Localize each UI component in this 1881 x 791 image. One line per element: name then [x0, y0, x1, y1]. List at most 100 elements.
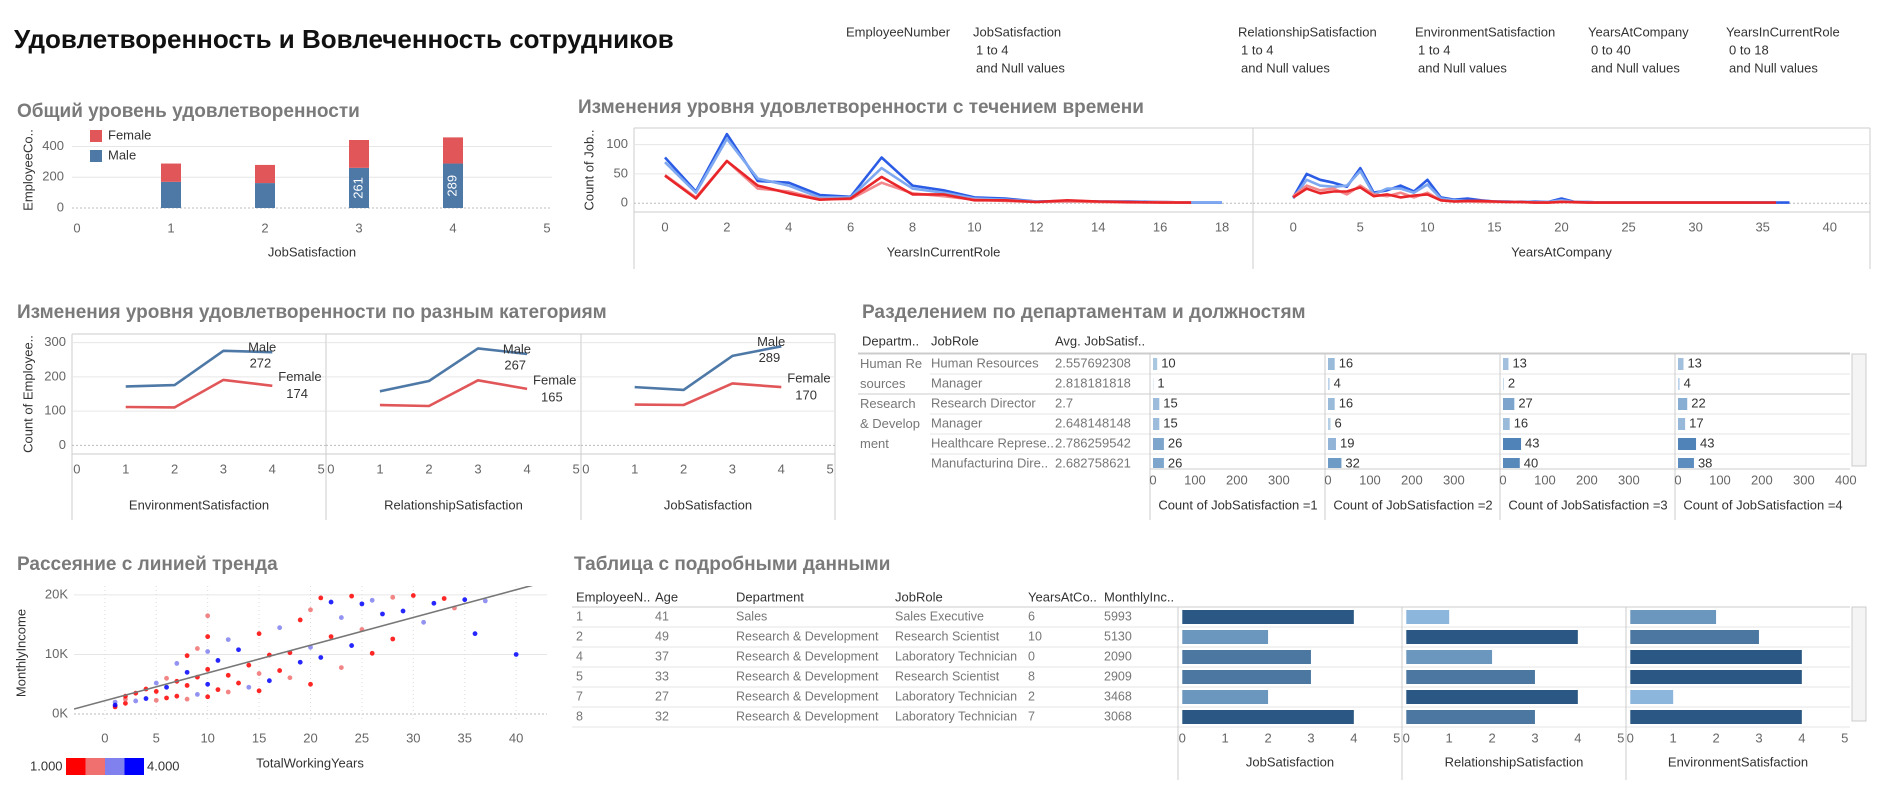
x-axis-label: RelationshipSatisfaction	[384, 497, 523, 512]
scrollbar[interactable]	[1851, 353, 1867, 467]
line	[379, 379, 528, 408]
bar-label: 289	[444, 175, 459, 197]
bar	[1630, 670, 1802, 684]
point	[256, 671, 262, 676]
point	[349, 643, 355, 648]
y-tick-label: 20K	[45, 586, 68, 601]
x-tick-label: 3	[729, 461, 736, 476]
table-body: Human Resources Human Resources 2.55769230…	[858, 353, 1850, 470]
bar	[1153, 358, 1158, 370]
point	[205, 634, 211, 640]
x-tick-label: 0	[327, 461, 334, 476]
end-label-name: Female	[278, 369, 321, 384]
x-tick-label: 4	[523, 461, 530, 476]
y-tick-label: 50	[614, 165, 628, 180]
bar-label: 26	[1168, 435, 1182, 450]
point	[256, 688, 262, 694]
x-tick-label: 2	[680, 461, 687, 476]
column-axis-label: Count of JobSatisfaction =1	[1158, 497, 1317, 512]
cell: 2	[1028, 689, 1035, 703]
point	[225, 637, 231, 642]
end-label-value: 289	[759, 350, 781, 365]
x-tick-label: 4	[1350, 730, 1357, 745]
x-tick-label: 25	[1621, 219, 1635, 234]
color-legend-swatch	[105, 758, 125, 775]
point	[349, 593, 355, 599]
x-tick-label: 0	[1290, 219, 1297, 234]
x-tick-label: 5	[543, 220, 550, 235]
x-tick-label: 1	[1670, 730, 1677, 745]
x-tick-label: 0	[1149, 472, 1156, 487]
point	[184, 669, 190, 675]
filter-range: 0 to 40	[1591, 42, 1631, 57]
line	[379, 347, 528, 393]
bar	[1503, 418, 1510, 430]
point	[215, 658, 221, 663]
point	[431, 600, 437, 606]
cell: 0	[1028, 649, 1035, 663]
column-axis-label: Count of JobSatisfaction =2	[1333, 497, 1492, 512]
x-tick-label: 300	[1443, 472, 1465, 487]
bar	[1328, 378, 1330, 390]
x-tick-label: 2	[1488, 730, 1495, 745]
x-tick-label: 100	[1709, 472, 1731, 487]
x-tick-label: 30	[1688, 219, 1702, 234]
avg-satisfaction: 2.648148148	[1055, 415, 1131, 430]
point	[225, 689, 231, 695]
filter-note: and Null values	[1418, 60, 1507, 75]
x-tick-label: 2	[425, 461, 432, 476]
point	[328, 634, 334, 640]
cell: Laboratory Technician	[895, 689, 1017, 703]
x-tick-label: 2	[1264, 730, 1271, 745]
point	[256, 631, 262, 637]
point	[123, 700, 128, 706]
legend-swatch	[90, 130, 102, 142]
bar-label: 17	[1689, 415, 1703, 430]
point	[318, 595, 324, 601]
point	[205, 613, 211, 619]
section-title: Изменения уровня удовлетворенности с теч…	[578, 97, 1144, 118]
line	[634, 345, 782, 392]
bar-label: 40	[1524, 455, 1538, 470]
filter-name: EnvironmentSatisfaction	[1415, 24, 1555, 39]
end-label-value: 267	[504, 357, 526, 372]
avg-satisfaction: 2.682758621	[1055, 455, 1131, 470]
x-tick-label: 0	[1403, 730, 1410, 745]
avg-satisfaction: 2.818181818	[1055, 375, 1131, 390]
x-tick-label: 20	[1554, 219, 1568, 234]
x-tick-label: 0	[101, 730, 108, 745]
section-title: Рассеяние с линией тренда	[17, 554, 278, 575]
x-tick-label: 30	[406, 730, 420, 745]
x-tick-label: 35	[1755, 219, 1769, 234]
column-header: Avg. JobSatisf..	[1055, 333, 1145, 348]
bar	[255, 183, 275, 208]
x-tick-label: 0	[73, 220, 80, 235]
bar	[1678, 458, 1694, 468]
bar-label: 6	[1335, 415, 1342, 430]
filter-name: YearsInCurrentRole	[1726, 24, 1840, 39]
cell: 6	[1028, 609, 1035, 623]
bar-label: 16	[1339, 395, 1353, 410]
bar	[1182, 610, 1354, 624]
bar-label: 22	[1691, 395, 1705, 410]
point	[472, 631, 478, 637]
x-tick-label: 3	[1755, 730, 1762, 745]
bar-label: 261	[350, 177, 365, 199]
y-tick-label: 0	[621, 195, 628, 210]
scrollbar[interactable]	[1851, 606, 1867, 722]
x-tick-label: 0	[1179, 730, 1186, 745]
end-label-name: Female	[787, 371, 830, 386]
job-role: Research Director	[931, 395, 1036, 410]
trend-line	[74, 586, 534, 710]
point	[297, 659, 303, 665]
point	[133, 698, 139, 704]
y-tick-label: 200	[44, 368, 66, 383]
cell: 27	[655, 689, 669, 703]
point	[410, 593, 416, 598]
point	[318, 655, 324, 660]
point	[215, 687, 221, 693]
x-axis-label: EnvironmentSatisfaction	[129, 497, 269, 512]
point	[174, 661, 180, 666]
y-tick-label: 100	[44, 403, 66, 418]
cell: 3468	[1104, 689, 1132, 703]
